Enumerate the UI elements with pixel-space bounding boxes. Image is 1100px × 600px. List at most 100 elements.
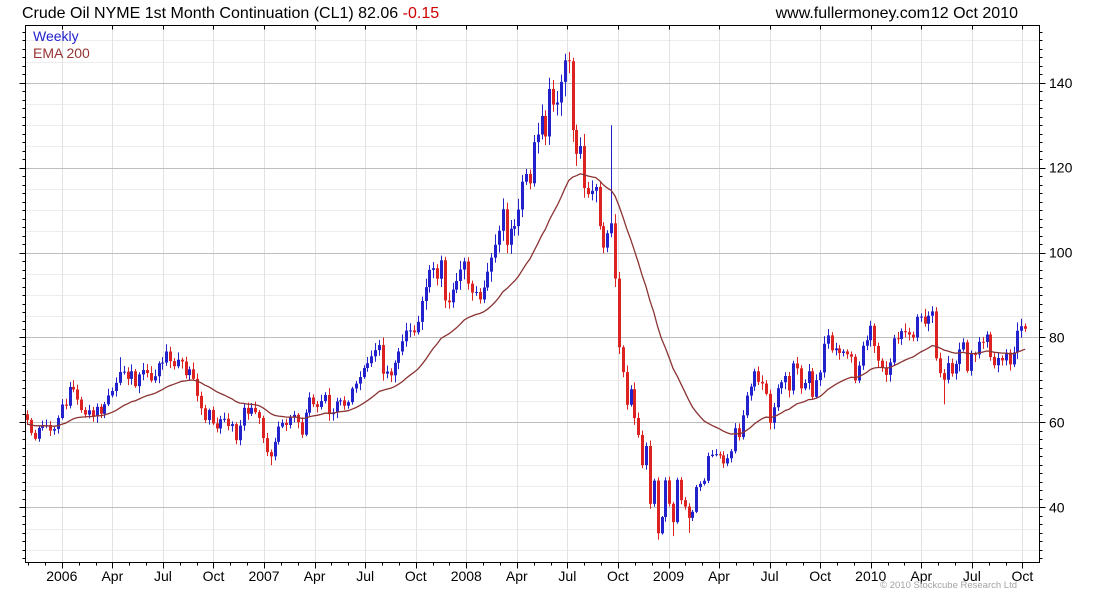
candle: [800, 365, 803, 394]
candle: [394, 360, 397, 383]
candle: [780, 379, 783, 395]
candle: [1020, 318, 1023, 338]
candle: [939, 352, 942, 378]
candle: [591, 180, 594, 201]
candle: [703, 478, 706, 486]
candle: [668, 476, 671, 507]
candle: [862, 341, 865, 370]
candle: [970, 350, 973, 376]
candle: [568, 51, 571, 74]
candle: [1016, 322, 1019, 359]
candle: [661, 515, 664, 535]
ema-line: [26, 173, 1026, 435]
candle: [548, 77, 551, 145]
axis-layer: 40 60 80 100 120 140 2006 Apr Jul Oct 2007 Apr Jul Oc…: [19, 25, 1073, 584]
candle: [854, 354, 857, 384]
candle: [908, 327, 911, 341]
candle: [436, 264, 439, 286]
candle: [846, 349, 849, 359]
candle: [889, 358, 892, 382]
candle: [80, 396, 83, 413]
candle: [26, 410, 29, 424]
candle: [146, 364, 149, 378]
candle: [885, 361, 888, 382]
candle: [688, 503, 691, 533]
candle: [297, 413, 300, 429]
candle: [784, 372, 787, 390]
candle: [866, 335, 869, 351]
candle: [575, 124, 578, 166]
candle: [904, 323, 907, 338]
candle: [343, 396, 346, 410]
candle: [223, 412, 226, 423]
candle: [931, 306, 934, 324]
candle: [572, 57, 575, 142]
candle: [761, 375, 764, 390]
candle: [595, 183, 598, 203]
x-axis-label: Apr: [708, 568, 730, 584]
candle: [428, 265, 431, 293]
candle: [715, 449, 718, 457]
candle: [630, 385, 633, 407]
x-axis-label: 2007: [248, 568, 279, 584]
candle: [378, 339, 381, 356]
candle: [734, 423, 737, 454]
candle: [45, 419, 48, 429]
candle: [471, 280, 474, 301]
candle: [838, 344, 841, 360]
candle: [719, 451, 722, 459]
y-axis-label: 140: [1049, 75, 1073, 91]
x-axis-label: Oct: [607, 568, 629, 584]
candle: [637, 412, 640, 438]
candle: [672, 501, 675, 537]
candle: [610, 125, 613, 238]
candle: [676, 477, 679, 524]
candle: [730, 449, 733, 463]
candle: [506, 202, 509, 254]
candle: [587, 181, 590, 198]
x-axis-label: Apr: [304, 568, 326, 584]
candle: [788, 372, 791, 398]
candle: [900, 328, 903, 345]
candle: [239, 419, 242, 446]
candle: [583, 133, 586, 198]
candle: [916, 314, 919, 342]
candle: [653, 478, 656, 507]
candle: [405, 322, 408, 347]
candle: [835, 342, 838, 356]
candle: [150, 366, 153, 383]
candle: [796, 357, 799, 375]
candle: [757, 366, 760, 385]
candle: [467, 257, 470, 290]
candle: [626, 365, 629, 410]
candle: [243, 403, 246, 431]
copyright-notice: © 2010 Stockcube Research Ltd: [880, 580, 1017, 591]
candle: [521, 174, 524, 218]
y-axis-label: 80: [1049, 329, 1065, 345]
candle: [119, 357, 122, 386]
x-axis-label: Apr: [910, 568, 932, 584]
candle: [606, 230, 609, 253]
candle: [247, 402, 250, 420]
candle: [599, 182, 602, 230]
candle: [649, 440, 652, 509]
candle: [502, 198, 505, 241]
candle: [192, 362, 195, 381]
candle: [943, 369, 946, 405]
candle: [107, 388, 110, 407]
candle: [827, 329, 830, 349]
candle: [664, 477, 667, 522]
candle: [250, 403, 253, 416]
candle: [498, 225, 501, 253]
candle: [76, 384, 79, 405]
candle: [254, 401, 257, 415]
candle: [173, 358, 176, 370]
candle: [707, 452, 710, 484]
candle: [750, 383, 753, 401]
plot-border: [25, 25, 1040, 563]
candle: [208, 408, 211, 425]
candle: [955, 360, 958, 380]
candle: [537, 122, 540, 154]
candle: [161, 357, 164, 370]
